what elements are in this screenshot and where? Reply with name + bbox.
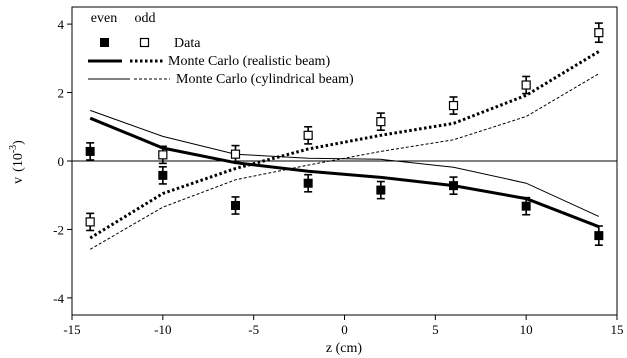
y-tick-label: 0 <box>58 154 65 169</box>
x-tick-label: -15 <box>63 322 80 337</box>
data-point-odd <box>448 100 459 111</box>
x-tick-label: 15 <box>611 322 624 337</box>
series-line-thick-solid-even <box>89 116 600 229</box>
data-point-even <box>594 231 604 241</box>
legend-col-odd: odd <box>135 11 156 26</box>
x-tick-label: 10 <box>520 322 533 337</box>
y-tick-label: -2 <box>53 222 64 237</box>
legend-marker-even-filled-square <box>100 38 109 47</box>
x-axis-label: z (cm) <box>326 341 362 356</box>
x-tick-label: 5 <box>432 322 439 337</box>
data-point-odd <box>158 150 168 160</box>
data-point-even <box>85 146 95 156</box>
legend: even odd Data Monte Carlo (realistic bea… <box>88 11 354 87</box>
x-tick-label: -5 <box>248 322 259 337</box>
y-tick-label: -4 <box>53 291 64 306</box>
legend-marker-odd-open-square <box>139 37 150 48</box>
data-point-odd <box>376 117 386 127</box>
y-axis-label-unit-exp: -3 <box>8 145 19 153</box>
series-line-thin-solid-even <box>90 109 600 217</box>
y-tick-label: 4 <box>58 17 65 32</box>
data-point-even <box>449 181 458 191</box>
x-tick-label: 0 <box>341 322 348 337</box>
data-point-odd <box>521 80 531 90</box>
legend-label-data: Data <box>174 36 201 51</box>
monte-carlo-lines <box>89 50 600 250</box>
data-point-odd <box>230 149 241 159</box>
y-axis-label-unit: (10 <box>11 153 26 172</box>
axis-ticks: -15 -10 -5 0 5 10 15 -4 -2 0 2 4 <box>53 17 623 337</box>
legend-col-even: even <box>91 11 117 26</box>
y-axis-label: v (10-3) <box>8 140 26 184</box>
data-point-even <box>158 170 168 180</box>
legend-label-mc-cylindrical: Monte Carlo (cylindrical beam) <box>176 72 354 87</box>
x-tick-label: -10 <box>154 322 171 337</box>
data-points <box>85 22 604 246</box>
data-point-odd <box>85 217 95 227</box>
data-point-even <box>376 185 386 195</box>
y-tick-label: 2 <box>58 86 65 101</box>
y-axis-label-unit-close: ) <box>11 140 26 145</box>
data-point-odd <box>303 130 313 140</box>
data-point-even <box>231 200 240 210</box>
y-axis-label-symbol: v <box>11 177 26 184</box>
data-point-even <box>303 178 313 188</box>
data-point-even <box>521 201 531 211</box>
legend-label-mc-realistic: Monte Carlo (realistic beam) <box>168 54 330 69</box>
data-point-odd <box>594 28 604 38</box>
series-line-thin-dashed-odd <box>89 73 600 250</box>
